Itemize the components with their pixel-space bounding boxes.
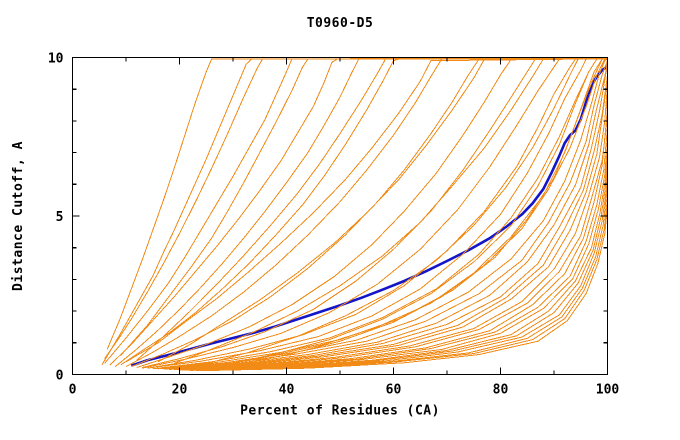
model-curve [190,158,608,371]
model-curve [147,57,608,369]
model-curve [120,57,608,366]
x-tick-label: 0 [69,383,77,398]
model-curve [125,57,608,368]
model-curve [125,58,608,363]
model-curve [184,150,608,371]
model-curve [184,139,608,371]
model-curve [141,57,608,369]
x-tick-label: 20 [172,383,188,398]
model-curve [114,57,608,367]
y-tick-label: 5 [56,210,64,225]
y-tick-label: 0 [56,369,64,384]
model-curve [104,57,608,359]
y-axis-title: Distance Cutoff, A [11,141,26,291]
x-tick-label: 40 [279,383,295,398]
model-curve [179,127,608,371]
model-curve [200,57,608,366]
model-curve [195,185,608,372]
model-curve [147,57,608,369]
model-curve [173,57,608,364]
model-curve [158,60,608,370]
model-curve [163,63,608,370]
model-curve [106,57,608,350]
model-curve [211,57,608,368]
series-layer [101,57,608,372]
x-tick-label: 80 [493,383,509,398]
x-tick-label: 100 [596,383,620,398]
model-curve [168,74,608,370]
model-curve [168,79,608,370]
model-curve [195,196,608,372]
model-curve [179,109,608,371]
model-curve [232,57,608,366]
model-curve [222,57,608,367]
model-curve [101,57,608,366]
model-curve [120,57,608,356]
model-curve [174,84,608,371]
x-tick-label: 60 [386,383,402,398]
model-curve [190,166,608,371]
x-axis-title: Percent of Residues (CA) [240,404,440,419]
model-curve [200,206,608,372]
model-curve [136,57,608,369]
model-curve [136,57,608,361]
model-curve [141,57,608,369]
model-curve [109,57,608,366]
page-title: T0960-D5 [306,16,374,31]
model-curve [104,57,608,364]
model-curve [163,62,608,370]
y-tick-label: 10 [48,52,64,67]
highlight-curve [130,65,608,367]
model-curve [157,57,608,363]
